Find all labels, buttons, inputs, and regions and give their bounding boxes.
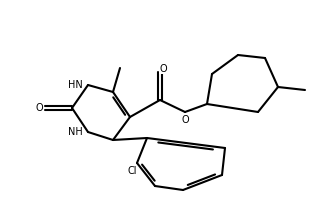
Text: O: O (159, 64, 167, 74)
Text: NH: NH (68, 127, 83, 137)
Text: HN: HN (68, 80, 83, 90)
Text: O: O (181, 115, 189, 125)
Text: Cl: Cl (127, 166, 137, 176)
Text: O: O (35, 103, 43, 113)
